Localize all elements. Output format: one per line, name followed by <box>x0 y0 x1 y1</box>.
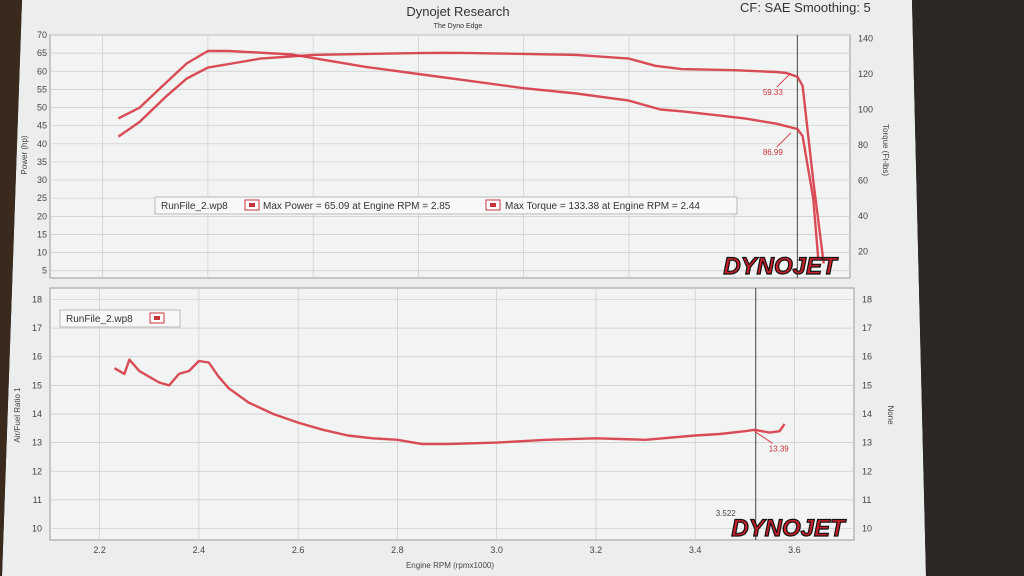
y-right-tick-label: 15 <box>862 380 872 390</box>
y-tick-label: 15 <box>32 380 42 390</box>
y-right-tick-label: 14 <box>862 409 872 419</box>
x-tick-label: 3.0 <box>490 545 503 555</box>
x-tick-label: 2.2 <box>93 545 106 555</box>
afr-chart-grid <box>50 288 854 540</box>
legend-max-torque: Max Torque = 133.38 at Engine RPM = 2.44 <box>505 201 700 212</box>
y-tick-label: 18 <box>32 294 42 304</box>
y-tick-label: 20 <box>37 211 47 221</box>
x-tick-label: 3.2 <box>590 545 603 555</box>
y-right-tick-label: 140 <box>858 34 873 44</box>
annotation-leader <box>776 132 792 148</box>
y-right-tick-label: 80 <box>858 140 868 150</box>
power-line <box>117 51 825 264</box>
afr-legend-swatch-fill <box>154 316 160 320</box>
cursor-value-label: 59.33 <box>763 88 784 97</box>
y-tick-label: 10 <box>32 524 42 534</box>
y-tick-label: 40 <box>37 139 47 149</box>
rpm-axis-label: Engine RPM (rpmx1000) <box>406 561 494 570</box>
settings-text: CF: SAE Smoothing: 5 <box>740 0 871 15</box>
y-right-tick-label: 100 <box>858 104 873 114</box>
legend-torque-swatch-fill <box>490 203 496 207</box>
legend-power-swatch-fill <box>249 203 255 207</box>
report-subtitle: The Dyno Edge <box>434 23 483 30</box>
annotation-leader <box>776 72 792 88</box>
y-right-tick-label: 13 <box>862 438 872 448</box>
y-tick-label: 35 <box>37 157 47 167</box>
right-axis-label: None <box>886 405 895 425</box>
dynojet-logo-bottom: DYNOJET <box>731 515 847 542</box>
y-tick-label: 50 <box>37 103 47 113</box>
desk-left <box>0 0 22 576</box>
power-chart-grid <box>50 34 850 278</box>
y-tick-label: 13 <box>32 438 42 448</box>
power-legend: RunFile_2.wp8 Max Power = 65.09 at Engin… <box>154 196 738 215</box>
desk-right <box>912 0 1024 576</box>
afr-legend-run-name: RunFile_2.wp8 <box>66 314 133 325</box>
y-tick-label: 15 <box>37 229 47 239</box>
afr-series: 13.39 <box>113 358 790 453</box>
y-right-tick-label: 60 <box>858 175 868 185</box>
y-tick-label: 14 <box>32 409 42 419</box>
afr-line <box>113 358 786 446</box>
y-tick-label: 65 <box>37 48 47 58</box>
report-title: Dynojet Research <box>406 4 509 19</box>
annotation-leader <box>754 431 774 444</box>
y-tick-label: 16 <box>32 352 42 362</box>
y-tick-label: 17 <box>32 323 42 333</box>
y-right-tick-label: 120 <box>858 69 873 79</box>
x-tick-label: 3.6 <box>788 545 801 555</box>
y-right-tick-label: 11 <box>862 495 871 505</box>
y-right-tick-label: 10 <box>862 524 872 534</box>
torque-y-ticks: 20 40 60 80 100 120 140 <box>858 34 873 257</box>
y-tick-label: 45 <box>37 121 47 131</box>
rpm-x-ticks: 2.2 2.4 2.6 2.8 3.0 3.2 3.4 3.6 <box>93 545 800 555</box>
x-tick-label: 2.6 <box>292 545 305 555</box>
afr-legend: RunFile_2.wp8 <box>59 309 181 328</box>
y-tick-label: 11 <box>33 495 42 505</box>
legend-run-name: RunFile_2.wp8 <box>161 201 228 212</box>
power-chart-panel <box>49 34 851 279</box>
y-tick-label: 30 <box>37 175 47 185</box>
y-right-tick-label: 16 <box>862 352 872 362</box>
cursor-value-label: 86.99 <box>763 148 784 157</box>
power-y-ticks: 5 10 15 20 25 30 35 40 45 50 55 60 65 70 <box>37 30 47 276</box>
dynojet-logo-top: DYNOJET <box>723 253 839 280</box>
legend-max-power: Max Power = 65.09 at Engine RPM = 2.85 <box>263 201 451 212</box>
y-tick-label: 55 <box>37 84 47 94</box>
y-tick-label: 25 <box>37 193 47 203</box>
afr-right-y-ticks: 10 11 12 13 14 15 16 17 18 <box>862 294 872 533</box>
x-tick-label: 2.8 <box>391 545 404 555</box>
y-tick-label: 5 <box>42 266 47 276</box>
y-right-tick-label: 12 <box>862 466 872 476</box>
x-tick-label: 2.4 <box>193 545 206 555</box>
power-torque-series: 59.33 86.99 <box>117 49 825 264</box>
y-tick-label: 10 <box>37 248 47 258</box>
y-right-tick-label: 18 <box>862 294 872 304</box>
power-axis-label: Power (hp) <box>20 135 29 174</box>
cursor-value-label: 13.39 <box>769 444 790 453</box>
power-legend-box <box>154 196 738 215</box>
torque-axis-label: Torque (Ft-lbs) <box>881 124 890 176</box>
y-tick-label: 70 <box>37 30 47 40</box>
y-right-tick-label: 17 <box>862 323 872 333</box>
x-tick-label: 3.4 <box>689 545 702 555</box>
afr-axis-label: Air/Fuel Ratio 1 <box>13 387 22 443</box>
y-right-tick-label: 20 <box>858 246 868 256</box>
y-tick-label: 12 <box>32 466 42 476</box>
torque-line <box>117 49 820 261</box>
y-tick-label: 60 <box>37 66 47 76</box>
afr-y-ticks: 10 11 12 13 14 15 16 17 18 <box>32 294 42 533</box>
afr-cursor-label: 3.522 <box>716 509 737 518</box>
y-right-tick-label: 40 <box>858 211 868 221</box>
